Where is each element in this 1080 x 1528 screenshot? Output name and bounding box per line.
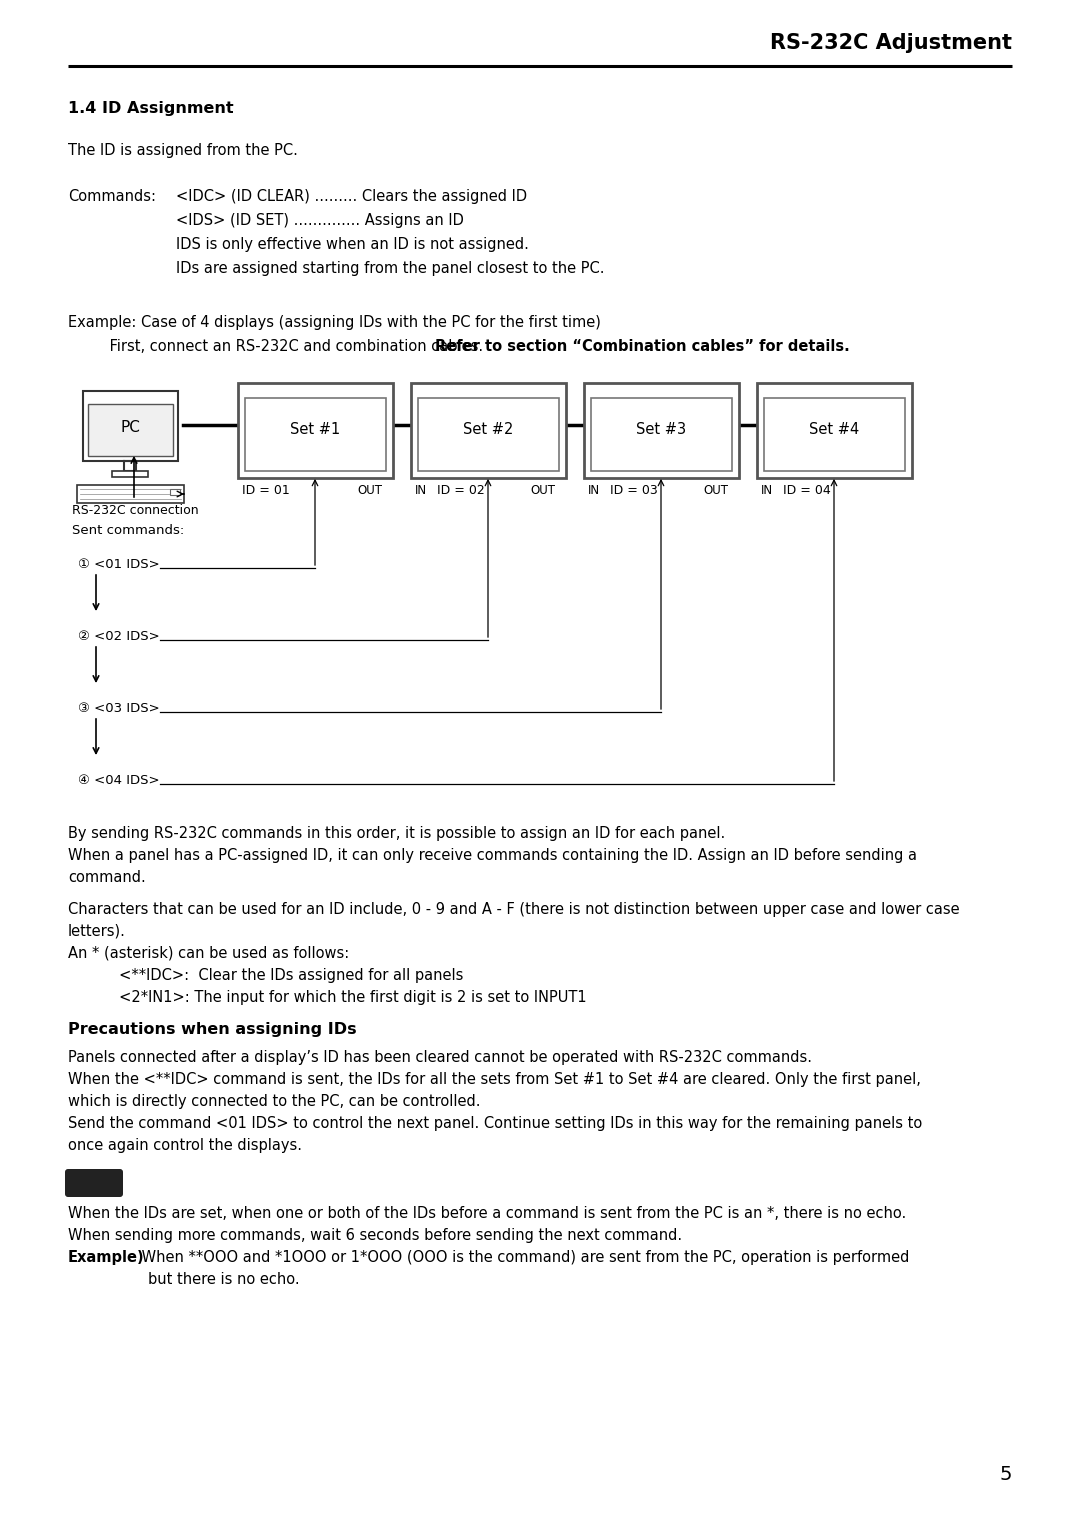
Text: Set #3: Set #3 <box>636 423 686 437</box>
Text: 1.4 ID Assignment: 1.4 ID Assignment <box>68 101 233 116</box>
Bar <box>591 397 732 471</box>
Text: which is directly connected to the PC, can be controlled.: which is directly connected to the PC, c… <box>68 1094 481 1109</box>
Bar <box>87 403 173 455</box>
Bar <box>83 391 178 461</box>
Text: Set #4: Set #4 <box>809 423 859 437</box>
Text: IN: IN <box>588 484 600 497</box>
Text: When the <**IDC> command is sent, the IDs for all the sets from Set #1 to Set #4: When the <**IDC> command is sent, the ID… <box>68 1073 921 1086</box>
Text: Refer to section “Combination cables” for details.: Refer to section “Combination cables” fo… <box>435 339 850 354</box>
Text: Panels connected after a display’s ID has been cleared cannot be operated with R: Panels connected after a display’s ID ha… <box>68 1050 812 1065</box>
Text: IN: IN <box>415 484 427 497</box>
Bar <box>418 397 559 471</box>
Text: ID = 04: ID = 04 <box>783 484 831 497</box>
Text: By sending RS-232C commands in this order, it is possible to assign an ID for ea: By sending RS-232C commands in this orde… <box>68 827 726 840</box>
Text: but there is no echo.: but there is no echo. <box>148 1271 299 1287</box>
Bar <box>411 384 566 478</box>
Text: Set #2: Set #2 <box>463 423 513 437</box>
Text: RS-232C connection: RS-232C connection <box>72 504 199 516</box>
Text: ④ <04 IDS>: ④ <04 IDS> <box>78 775 160 787</box>
Text: IN: IN <box>761 484 773 497</box>
Bar <box>238 384 393 478</box>
Text: First, connect an RS-232C and combination cables.: First, connect an RS-232C and combinatio… <box>68 339 488 354</box>
Text: Sent commands:: Sent commands: <box>72 524 185 536</box>
Text: Set #1: Set #1 <box>289 423 340 437</box>
Bar <box>170 489 180 495</box>
Text: The ID is assigned from the PC.: The ID is assigned from the PC. <box>68 144 298 157</box>
Bar <box>764 397 905 471</box>
Text: Example): Example) <box>68 1250 145 1265</box>
Text: Commands:: Commands: <box>68 189 156 205</box>
Text: An * (asterisk) can be used as follows:: An * (asterisk) can be used as follows: <box>68 946 349 961</box>
Text: When the IDs are set, when one or both of the IDs before a command is sent from : When the IDs are set, when one or both o… <box>68 1206 906 1221</box>
FancyBboxPatch shape <box>65 1169 123 1196</box>
Text: Precautions when assigning IDs: Precautions when assigning IDs <box>68 1022 356 1038</box>
Bar <box>245 397 386 471</box>
Text: Characters that can be used for an ID include, 0 - 9 and A - F (there is not dis: Characters that can be used for an ID in… <box>68 902 960 917</box>
Text: IDs are assigned starting from the panel closest to the PC.: IDs are assigned starting from the panel… <box>176 261 605 277</box>
Bar <box>112 471 148 477</box>
Text: OUT: OUT <box>530 484 555 497</box>
Text: <**IDC>:  Clear the IDs assigned for all panels: <**IDC>: Clear the IDs assigned for all … <box>96 969 463 983</box>
Text: ① <01 IDS>: ① <01 IDS> <box>78 558 160 571</box>
Text: ID = 03: ID = 03 <box>610 484 658 497</box>
Text: ID = 02: ID = 02 <box>437 484 485 497</box>
Bar <box>584 384 739 478</box>
Text: once again control the displays.: once again control the displays. <box>68 1138 302 1154</box>
Text: <IDS> (ID SET) .............. Assigns an ID: <IDS> (ID SET) .............. Assigns an… <box>176 212 464 228</box>
Text: When **OOO and *1OOO or 1*OOO (OOO is the command) are sent from the PC, operati: When **OOO and *1OOO or 1*OOO (OOO is th… <box>137 1250 909 1265</box>
Text: ② <02 IDS>: ② <02 IDS> <box>78 630 160 643</box>
Text: IDS is only effective when an ID is not assigned.: IDS is only effective when an ID is not … <box>176 237 529 252</box>
Text: <2*IN1>: The input for which the first digit is 2 is set to INPUT1: <2*IN1>: The input for which the first d… <box>96 990 586 1005</box>
Text: <IDC> (ID CLEAR) ......... Clears the assigned ID: <IDC> (ID CLEAR) ......... Clears the as… <box>176 189 527 205</box>
Text: OUT: OUT <box>703 484 728 497</box>
Bar <box>77 484 184 503</box>
Text: command.: command. <box>68 869 146 885</box>
Text: letters).: letters). <box>68 924 126 940</box>
Text: ③ <03 IDS>: ③ <03 IDS> <box>78 701 160 715</box>
Bar <box>757 384 912 478</box>
Text: When sending more commands, wait 6 seconds before sending the next command.: When sending more commands, wait 6 secon… <box>68 1229 683 1242</box>
Text: ID = 01: ID = 01 <box>242 484 289 497</box>
Text: Example: Case of 4 displays (assigning IDs with the PC for the first time): Example: Case of 4 displays (assigning I… <box>68 315 600 330</box>
Text: PC: PC <box>120 420 140 435</box>
Text: Send the command <01 IDS> to control the next panel. Continue setting IDs in thi: Send the command <01 IDS> to control the… <box>68 1115 922 1131</box>
Text: When a panel has a PC-assigned ID, it can only receive commands containing the I: When a panel has a PC-assigned ID, it ca… <box>68 848 917 863</box>
Text: OUT: OUT <box>357 484 382 497</box>
Text: RS-232C Adjustment: RS-232C Adjustment <box>770 34 1012 53</box>
Text: Note: Note <box>77 1177 112 1189</box>
Text: 5: 5 <box>999 1465 1012 1484</box>
